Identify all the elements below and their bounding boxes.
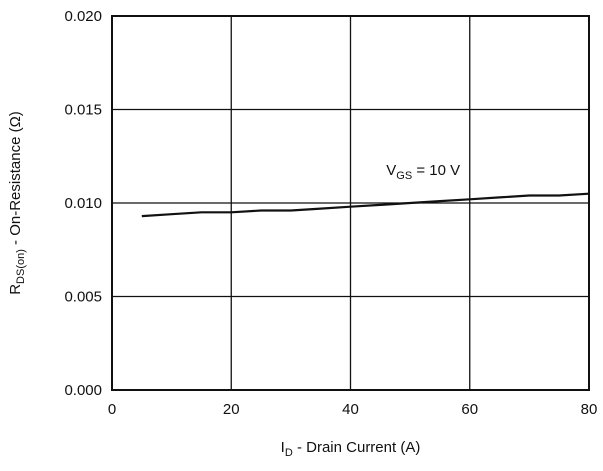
x-tick-label: 20 [223, 401, 240, 418]
y-tick-label: 0.020 [64, 8, 102, 25]
x-tick-label: 80 [581, 401, 598, 418]
vgs-annotation-sub: GS [396, 170, 412, 182]
x-axis-label: ID - Drain Current (A) [281, 439, 421, 459]
x-tick-label: 60 [461, 401, 478, 418]
y-tick-labels: 0.000 0.005 0.010 0.015 0.020 [64, 8, 102, 399]
grid [112, 16, 589, 390]
series-line [141, 192, 590, 218]
y-axis-label-rest: - On-Resistance (Ω) [7, 111, 24, 249]
vgs-annotation-main: V [386, 162, 396, 179]
x-axis-label-rest: - Drain Current (A) [293, 439, 421, 456]
vgs-annotation-rest: = 10 V [412, 162, 460, 179]
x-axis-label-main: I [281, 439, 285, 456]
y-axis-label: RDS(on) - On-Resistance (Ω) [7, 111, 27, 295]
y-axis-label-sub: DS(on) [15, 249, 27, 284]
plot-frame [111, 15, 590, 391]
x-tick-label: 40 [342, 401, 359, 418]
y-tick-label: 0.015 [64, 102, 102, 119]
y-tick-label: 0.000 [64, 382, 102, 399]
y-tick-label: 0.010 [64, 195, 102, 212]
x-tick-label: 0 [108, 401, 116, 418]
series-layer [141, 192, 590, 218]
x-tick-labels: 0 20 40 60 80 [108, 401, 598, 418]
vgs-annotation: VGS = 10 V [386, 162, 460, 182]
x-axis-label-sub: D [285, 447, 293, 459]
y-tick-label: 0.005 [64, 289, 102, 306]
y-axis-label-main: R [7, 284, 24, 295]
